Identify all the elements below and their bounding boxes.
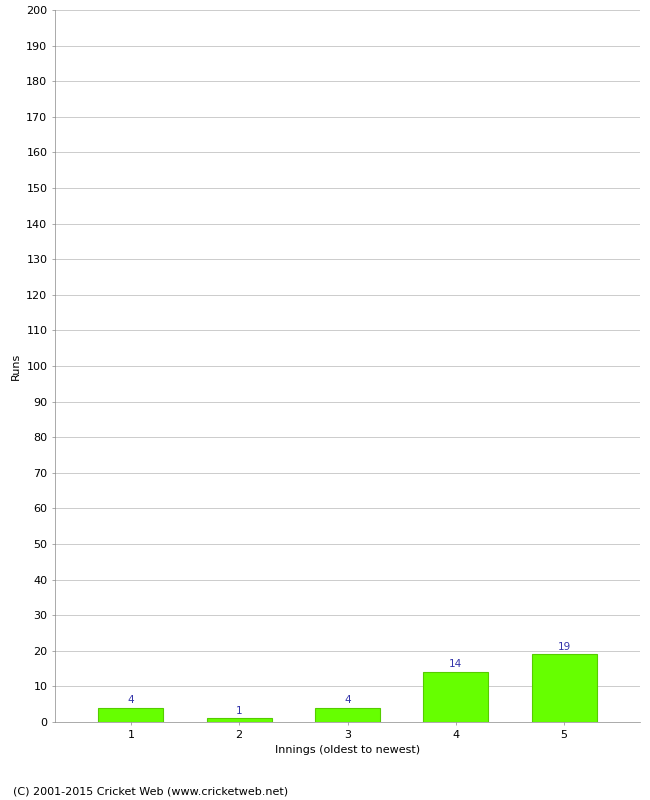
Y-axis label: Runs: Runs xyxy=(10,352,21,380)
Text: (C) 2001-2015 Cricket Web (www.cricketweb.net): (C) 2001-2015 Cricket Web (www.cricketwe… xyxy=(13,786,288,796)
Bar xyxy=(315,708,380,722)
Text: 1: 1 xyxy=(236,706,242,715)
Text: 14: 14 xyxy=(449,659,462,670)
Bar xyxy=(423,672,488,722)
Bar xyxy=(207,718,272,722)
Bar xyxy=(532,654,597,722)
Bar xyxy=(98,708,163,722)
Text: 19: 19 xyxy=(558,642,571,651)
X-axis label: Innings (oldest to newest): Innings (oldest to newest) xyxy=(275,745,420,755)
Text: 4: 4 xyxy=(127,695,134,705)
Text: 4: 4 xyxy=(344,695,351,705)
